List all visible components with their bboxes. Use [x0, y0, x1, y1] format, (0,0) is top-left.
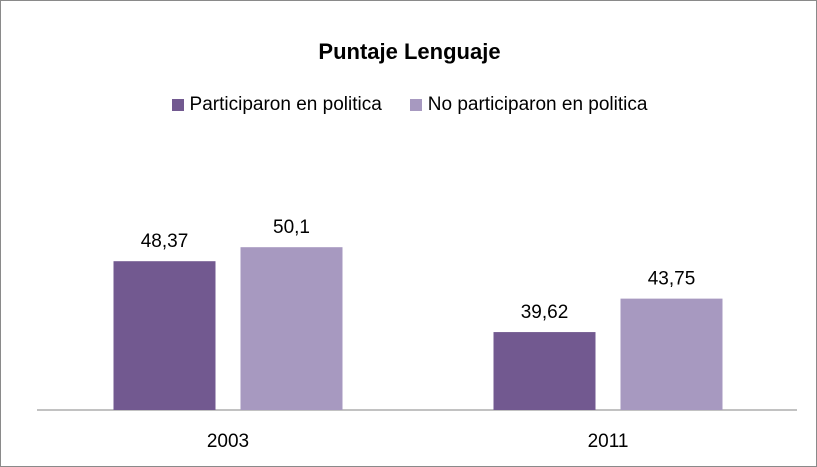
bar-participaron-2003 [113, 261, 216, 410]
legend-swatch-no-participaron [409, 99, 422, 111]
chart-title: Puntaje Lenguaje [318, 39, 501, 64]
legend-label-participaron: Participaron en politica [189, 94, 382, 115]
data-label-no-participaron-2011: 43,75 [648, 269, 696, 290]
legend: Participaron en politica No participaron… [1, 94, 817, 116]
data-label-participaron-2011: 39,62 [521, 302, 569, 323]
x-tick-label-2011: 2011 [588, 431, 629, 452]
legend-item-no-participaron: No participaron en politica [409, 94, 648, 116]
data-label-participaron-2003: 48,37 [141, 231, 189, 252]
bar-participaron-2011 [493, 332, 596, 410]
x-tick-label-2003: 2003 [207, 431, 249, 452]
legend-label-no-participaron: No participaron en politica [427, 94, 648, 115]
legend-item-participaron: Participaron en politica [171, 94, 382, 116]
bar-no-participaron-2011 [620, 298, 723, 410]
bar-no-participaron-2003 [240, 247, 343, 410]
data-label-no-participaron-2003: 50,1 [273, 217, 310, 238]
legend-swatch-participaron [171, 99, 184, 111]
